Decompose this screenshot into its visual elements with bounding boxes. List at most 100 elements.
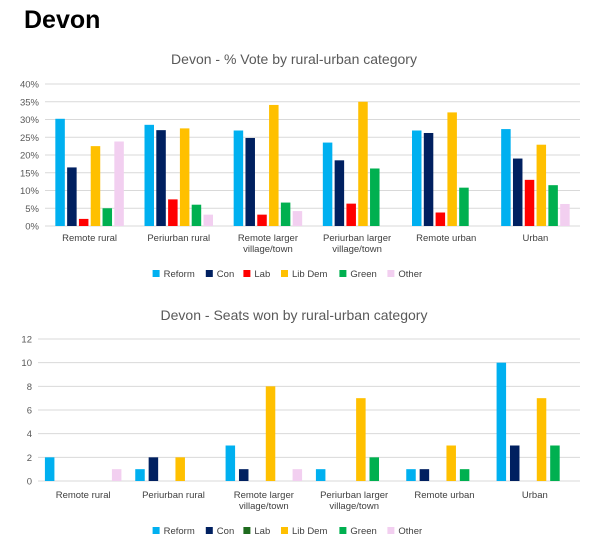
legend-swatch [281,527,288,534]
bar-lab [168,199,178,226]
y-tick-label: 35% [20,97,40,108]
bar-con [67,167,77,226]
legend-swatch [281,270,288,277]
category-label: Remote urban [416,233,476,244]
y-tick-label: 25% [20,133,40,144]
legend-label: Lib Dem [292,269,327,280]
y-tick-label: 5% [25,204,39,215]
legend-swatch [387,270,395,277]
bar-con [419,469,430,481]
legend-label: Con [217,526,234,537]
bar-lab [435,212,446,226]
legend-swatch [152,270,160,277]
legend-label: Other [398,269,422,280]
bar-reform [225,445,236,481]
bar-green [102,208,113,226]
bar-reform [44,457,55,481]
y-tick-label: 0 [27,477,32,488]
category-label: Periurban rural [142,490,205,501]
legend-label: Reform [164,269,195,280]
chart-title: Devon - % Vote by rural-urban category [171,51,417,67]
legend-label: Lib Dem [292,526,327,537]
bar-con [512,158,523,226]
y-tick-label: 2 [27,453,32,464]
legend-label: Reform [164,526,195,537]
bar-green [459,187,469,226]
legend-label: Green [350,269,376,280]
legend-swatch [243,527,251,534]
bar-con [245,137,255,226]
bar-lib-dem [179,128,190,226]
legend-swatch [205,270,213,277]
legend-swatch [339,270,347,277]
legend-label: Lab [254,526,270,537]
chart-title: Devon - Seats won by rural-urban categor… [161,307,428,323]
bar-con [156,130,166,226]
category-label: Remote rural [56,490,111,501]
bar-reform [501,129,511,226]
bar-reform [496,362,507,481]
bar-lib-dem [175,457,185,481]
bar-other [114,141,124,226]
bar-lib-dem [356,398,366,481]
bar-green [191,204,202,226]
bar-lab [78,218,89,226]
y-tick-label: 0% [25,222,39,233]
bar-green [548,185,558,226]
legend-swatch [152,527,160,534]
vote-share-chart: Devon - % Vote by rural-urban category 0%… [20,51,580,280]
seats-won-chart: Devon - Seats won by rural-urban categor… [21,307,580,537]
bar-other [560,203,570,226]
legend-swatch [243,270,251,277]
bar-reform [233,130,244,226]
bar-green [369,457,380,481]
category-label: Urban [522,490,548,501]
bar-con [423,132,434,226]
bar-con [334,160,345,226]
bar-con [148,457,159,481]
category-label: Periurban larger village/town [320,490,388,512]
bar-lib-dem [446,445,456,481]
bar-green [459,469,470,481]
category-label: Remote larger village/town [234,490,294,512]
y-tick-label: 15% [20,168,40,179]
legend-label: Lab [254,269,270,280]
bar-green [550,445,560,481]
bar-green [370,168,380,226]
legend-swatch [339,527,347,534]
legend-label: Con [217,269,234,280]
bar-other [292,469,303,481]
bar-reform [406,469,416,481]
y-tick-label: 20% [20,151,40,162]
bar-reform [55,118,65,226]
bar-lib-dem [447,112,457,226]
y-tick-label: 30% [20,115,40,126]
legend-swatch [387,527,395,534]
bar-other [292,211,303,226]
bar-lib-dem [269,104,279,226]
legend-label: Green [350,526,376,537]
category-label: Urban [522,233,548,244]
bar-green [280,202,291,226]
bar-lab [346,203,356,226]
y-tick-label: 4 [27,429,32,440]
bar-lib-dem [90,146,101,226]
y-tick-label: 8 [27,382,32,393]
page-title: Devon [24,6,101,34]
bar-lab [257,214,267,226]
bar-lab [524,179,535,226]
bar-lib-dem [265,386,276,481]
category-label: Remote larger village/town [238,233,298,255]
legend-label: Other [398,526,422,537]
bar-reform [135,469,145,481]
y-tick-label: 12 [21,335,32,346]
bar-lib-dem [358,101,368,226]
bar-reform [315,469,326,481]
bar-other [203,214,213,226]
category-label: Remote urban [414,490,474,501]
bar-reform [322,142,333,226]
category-label: Periurban rural [147,233,210,244]
bar-lib-dem [536,398,547,481]
category-label: Periurban larger village/town [323,233,391,255]
y-tick-label: 6 [27,406,32,417]
